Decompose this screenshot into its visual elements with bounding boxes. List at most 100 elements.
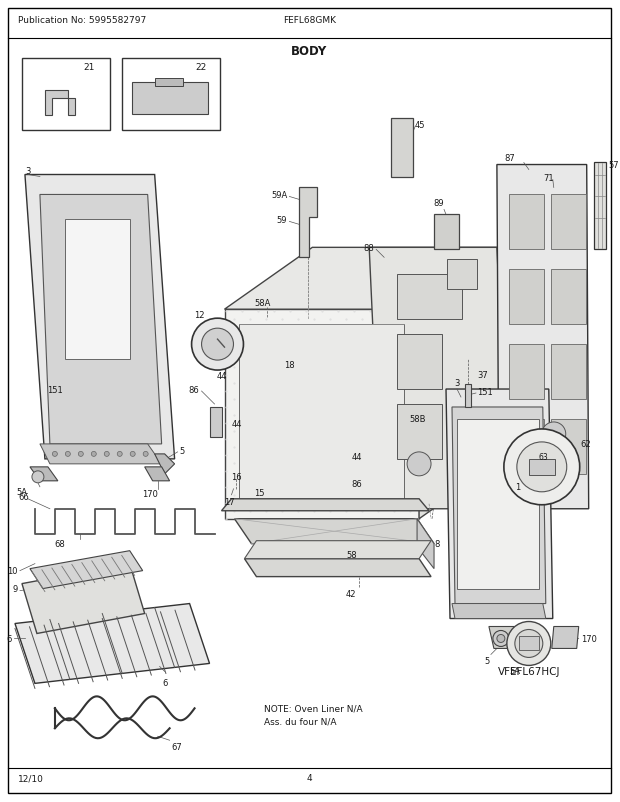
Bar [509,195,544,250]
Text: 44: 44 [216,371,227,381]
Polygon shape [154,454,175,474]
Text: 8: 8 [434,540,440,549]
Polygon shape [552,626,578,649]
Polygon shape [369,248,509,509]
Bar [397,275,462,320]
Polygon shape [452,604,546,619]
Bar [529,460,555,476]
Text: 44: 44 [231,420,242,429]
Bar [224,310,419,519]
Polygon shape [45,91,75,115]
Bar [594,162,606,250]
Text: 88: 88 [363,244,374,253]
Text: 3: 3 [454,379,459,387]
Circle shape [130,452,135,457]
Circle shape [65,452,70,457]
Text: Ass. du four N/A: Ass. du four N/A [264,716,337,725]
Circle shape [104,452,109,457]
Bar [551,195,586,250]
Bar [447,260,477,290]
Text: 6: 6 [7,634,12,643]
Bar [397,334,442,390]
Text: 5A: 5A [17,487,27,496]
Text: 15: 15 [254,488,265,497]
Text: 12/10: 12/10 [18,773,44,782]
Text: 58B: 58B [409,415,425,424]
Bar [519,637,539,650]
Text: BODY: BODY [291,45,327,58]
Polygon shape [489,626,519,649]
Text: 58A: 58A [254,299,271,308]
Circle shape [504,429,580,505]
Bar [457,419,539,589]
Text: Publication No: 5995582797: Publication No: 5995582797 [18,16,146,25]
Polygon shape [465,384,471,407]
Bar [397,404,442,460]
Text: 71: 71 [544,174,554,183]
Polygon shape [417,519,434,569]
Text: 58: 58 [346,550,356,559]
Text: 6: 6 [162,678,167,687]
Text: 22: 22 [195,63,206,71]
Bar [131,83,208,115]
Text: 37: 37 [477,370,488,379]
Polygon shape [15,604,210,683]
Polygon shape [40,195,162,444]
Polygon shape [30,551,143,589]
Bar [122,59,219,131]
Bar [22,59,110,131]
Circle shape [517,443,567,492]
Circle shape [32,472,44,484]
Circle shape [407,452,431,476]
Text: 5: 5 [484,657,490,666]
Text: 57: 57 [609,161,619,170]
Text: 62: 62 [581,439,591,449]
Text: 59: 59 [277,216,287,225]
Circle shape [542,423,565,447]
Text: 59A: 59A [271,191,287,200]
Bar [509,419,544,474]
Text: VFEFL67HCJ: VFEFL67HCJ [498,666,560,677]
Text: eReplacementParts.com: eReplacementParts.com [233,483,386,496]
Text: 16: 16 [231,472,242,481]
Bar [239,325,404,504]
Circle shape [143,452,148,457]
Circle shape [52,452,58,457]
Polygon shape [221,499,429,511]
Text: 86: 86 [189,385,200,394]
Text: 68: 68 [55,539,65,548]
Text: 4: 4 [306,773,312,782]
Text: 17: 17 [224,497,235,506]
Polygon shape [30,468,58,481]
Bar [551,270,586,325]
Circle shape [91,452,96,457]
Text: FEFL68GMK: FEFL68GMK [283,16,336,25]
Bar [391,119,413,178]
Polygon shape [497,165,589,509]
Text: 63: 63 [539,453,549,462]
Text: 5A: 5A [510,666,520,675]
Text: 21: 21 [84,63,95,71]
Text: 3: 3 [25,166,30,176]
Polygon shape [144,468,170,481]
Circle shape [493,630,509,646]
Text: 170: 170 [142,489,157,498]
Polygon shape [40,444,162,464]
Bar [509,345,544,399]
Bar [65,220,130,359]
Text: 66: 66 [18,492,29,502]
Bar [551,419,586,474]
Circle shape [506,427,542,462]
Bar [154,79,183,87]
Text: 151: 151 [477,387,493,396]
Polygon shape [244,541,431,559]
Polygon shape [234,519,434,544]
Polygon shape [299,188,317,258]
Text: 9: 9 [13,585,18,593]
Text: 1: 1 [516,483,521,492]
Circle shape [78,452,83,457]
Polygon shape [224,248,507,310]
Polygon shape [452,407,546,604]
Bar [210,407,221,437]
Text: 86: 86 [352,480,363,488]
